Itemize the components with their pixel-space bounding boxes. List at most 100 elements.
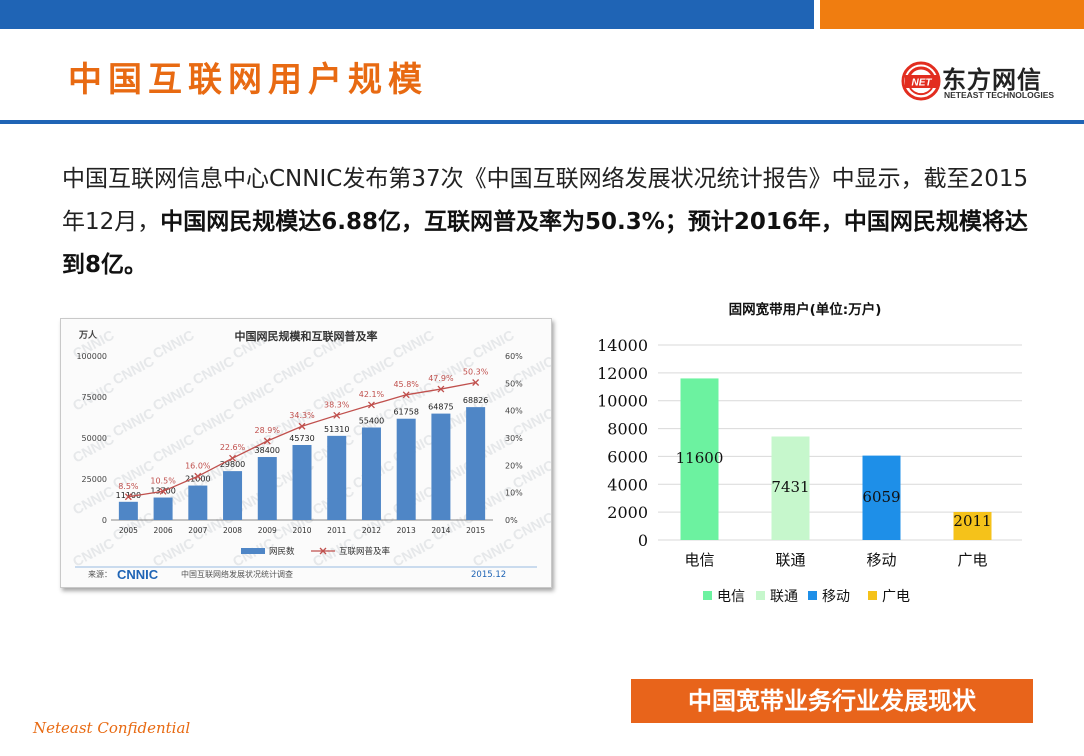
y-tick-label: 100000 — [76, 352, 107, 361]
users-bar — [327, 435, 347, 520]
intro-highlight: 中国网民规模达6.88亿，互联网普及率为50.3%；预计2016年，中国网民规模… — [62, 209, 1028, 278]
watermark-text: CNNIC — [70, 535, 117, 570]
users-value-label: 64875 — [428, 403, 453, 412]
top-bar-orange — [820, 0, 1084, 29]
source-date: 2015.12 — [471, 570, 506, 580]
rate-value-label: 22.6% — [220, 443, 246, 452]
users-bar — [292, 445, 312, 520]
rate-value-label: 45.8% — [393, 380, 419, 389]
y-tick-label: 2000 — [607, 503, 648, 522]
confidential-label: Neteast Confidential — [33, 719, 191, 737]
y-tick-label: 25000 — [82, 475, 107, 484]
users-value-label: 38400 — [255, 446, 280, 455]
logo-name: 东方网信 — [942, 66, 1042, 94]
users-bar — [188, 485, 208, 520]
rate-value-label: 8.5% — [118, 482, 139, 491]
legend-swatch — [868, 591, 877, 600]
slide-title: 中国互联网用户规模 — [68, 60, 428, 100]
title-rule — [0, 120, 1084, 124]
rate-value-label: 16.0% — [185, 461, 211, 470]
legend-swatch — [703, 591, 712, 600]
watermark-text: CNNIC — [150, 379, 197, 414]
y2-tick-label: 50% — [505, 379, 523, 388]
source-org-logo: CNNIC — [117, 567, 159, 582]
intro-text: 中国互联网信息中心CNNIC发布第37次《中国互联网络发展状况统计报告》中显示，… — [62, 166, 1029, 235]
rate-value-label: 47.9% — [428, 374, 454, 383]
broadband-bar-chart: 固网宽带用户(单位:万户) 14000 12000 10000 8000 6000 4000… — [597, 301, 1022, 605]
broadband-bar-2 — [862, 455, 901, 540]
x-tick-label: 2013 — [397, 526, 416, 535]
y-tick-label: 0 — [638, 531, 648, 550]
broadband-chart: 固网宽带用户(单位:万户) 14000 12000 10000 8000 6000 4000… — [570, 298, 1040, 618]
y2-tick-label: 40% — [505, 407, 523, 416]
users-value-label: 61758 — [393, 408, 418, 417]
users-value-label: 55400 — [359, 417, 384, 426]
y-tick-label: 14000 — [597, 336, 648, 355]
users-value-label: 51310 — [324, 425, 349, 434]
source-text: 中国互联网络发展状况统计调查 — [181, 569, 293, 579]
y2-tick-label: 0% — [505, 516, 518, 525]
rate-point — [402, 391, 410, 399]
x-tick-label: 2007 — [188, 526, 207, 535]
y2-tick-label: 30% — [505, 434, 523, 443]
legend-label: 广电 — [882, 589, 910, 605]
watermark-text: CNNIC — [270, 353, 317, 388]
rate-point — [437, 385, 445, 393]
watermark-text: CNNIC — [230, 379, 277, 414]
legend-swatch — [808, 591, 817, 600]
y-tick-label: 50000 — [82, 434, 107, 443]
rate-value-label: 34.3% — [289, 411, 315, 420]
watermark-text: CNNIC — [110, 405, 157, 440]
broadband-bar-3 — [953, 511, 992, 540]
legend-label: 联通 — [770, 589, 798, 605]
legend-label-rate: 互联网普及率 — [339, 546, 391, 557]
legend-label-users: 网民数 — [269, 546, 295, 557]
rate-value-label: 28.9% — [255, 426, 281, 435]
rate-value-label: 38.3% — [324, 400, 350, 409]
logo-mark-icon: NET — [901, 61, 941, 101]
users-value-label: 29800 — [220, 460, 245, 469]
intro-paragraph: 中国互联网信息中心CNNIC发布第37次《中国互联网络发展状况统计报告》中显示，… — [62, 158, 1032, 287]
users-bar — [396, 418, 416, 520]
users-bar — [466, 407, 486, 520]
x-tick-label: 2011 — [327, 526, 346, 535]
rate-point — [298, 422, 306, 430]
y-tick-label: 0 — [102, 516, 107, 525]
watermark-text: CNNIC — [510, 509, 551, 544]
legend-label: 电信 — [717, 589, 745, 605]
watermark-text: CNNIC — [390, 535, 437, 570]
bar-value-label: 11600 — [676, 449, 724, 467]
users-value-label: 21000 — [185, 475, 210, 484]
y2-tick-label: 60% — [505, 352, 523, 361]
y-tick-label: 6000 — [607, 447, 648, 466]
x-tick-label: 2006 — [154, 526, 173, 535]
y-tick-label: 4000 — [607, 475, 648, 494]
source-prefix: 来源： — [88, 570, 112, 579]
rate-value-label: 10.5% — [150, 476, 176, 485]
users-value-label: 11100 — [116, 491, 141, 500]
legend-swatch — [756, 591, 765, 600]
broadband-bar-1 — [771, 436, 810, 540]
cnnic-chart-image: CNNIC CNNIC CNNIC CNNIC CNNIC CNNIC CNNIC CNNIC… — [60, 318, 552, 588]
rate-point — [229, 454, 237, 462]
users-bar — [257, 457, 277, 520]
logo-mark-text: NET — [912, 78, 933, 89]
chart-title: 中国网民规模和互联网普及率 — [235, 329, 378, 343]
y-tick-label: 12000 — [597, 364, 648, 383]
rate-point — [194, 472, 202, 480]
users-value-label: 45730 — [289, 434, 314, 443]
legend-marker-rate — [319, 547, 327, 555]
users-bar — [223, 471, 243, 520]
rate-point — [367, 401, 375, 409]
watermark-text: CNNIC — [190, 405, 237, 440]
rate-point — [159, 487, 167, 495]
top-bar-blue — [0, 0, 814, 29]
watermark-text: CNNIC — [350, 353, 397, 388]
watermark-text: CNNIC — [190, 353, 237, 388]
bar-value-label: 6059 — [862, 488, 900, 506]
y-axis-label: 万人 — [78, 329, 98, 341]
chart-title: 固网宽带用户(单位:万户) — [729, 301, 882, 318]
users-bar — [118, 501, 138, 520]
footer-banner: 中国宽带业务行业发展现状 — [631, 679, 1033, 723]
